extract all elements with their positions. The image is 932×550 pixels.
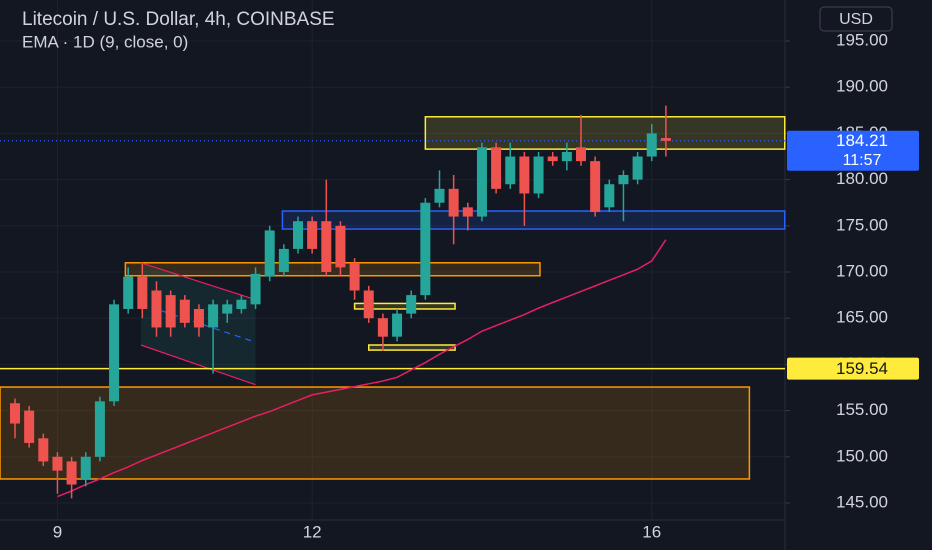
candle-body: [24, 410, 35, 443]
candle-body: [604, 184, 615, 208]
y-tick-label: 165.00: [836, 308, 888, 327]
candle-body: [52, 456, 63, 471]
candle-body: [307, 221, 318, 249]
ema-line: [57, 239, 667, 498]
candle-body: [491, 147, 502, 189]
candle-body: [462, 207, 473, 217]
candle-body: [66, 461, 77, 485]
candle-body: [123, 276, 134, 309]
candle-body: [137, 276, 148, 309]
candle-body: [151, 290, 162, 328]
candle-body: [165, 295, 176, 328]
candle-body: [448, 188, 459, 217]
candle-body: [208, 304, 219, 328]
zone: [281, 210, 786, 230]
zone: [124, 262, 541, 277]
candle-body: [561, 151, 572, 162]
candle-body: [109, 304, 120, 402]
candle-body: [406, 295, 417, 314]
candle-body: [519, 156, 530, 194]
candle-body: [547, 156, 558, 162]
candle-body: [10, 403, 20, 424]
x-tick-label: 9: [53, 522, 62, 541]
y-tick-label: 145.00: [836, 492, 888, 511]
last-price-box: [787, 130, 919, 171]
candle-body: [293, 221, 303, 249]
candle-body: [576, 147, 586, 162]
x-tick-label: 16: [642, 522, 661, 541]
candle-body: [505, 156, 516, 185]
candle-body: [632, 156, 643, 180]
candle-body: [38, 438, 49, 462]
candle-body: [250, 273, 261, 305]
zone: [424, 116, 786, 150]
candle-body: [392, 313, 403, 337]
candle-body: [321, 221, 332, 273]
chart-title: Litecoin / U.S. Dollar, 4h, COINBASE: [22, 9, 335, 30]
zone: [368, 344, 456, 351]
candle-body: [660, 138, 671, 141]
y-tick-label: 170.00: [836, 261, 888, 280]
currency[interactable]: USD: [839, 11, 873, 28]
candle-body: [420, 202, 431, 296]
channel-upper: [140, 262, 256, 301]
y-tick-label: 150.00: [836, 446, 888, 465]
candle-body: [349, 262, 360, 291]
candle-body: [377, 318, 388, 337]
zone: [0, 386, 751, 480]
y-tick-label: 195.00: [836, 31, 888, 50]
zone: [353, 302, 456, 310]
y-tick-label: 155.00: [836, 400, 888, 419]
candle-body: [278, 248, 289, 273]
candle-body: [236, 299, 247, 309]
channel-lower: [140, 344, 256, 386]
last-price-label: 184.21: [836, 131, 888, 150]
level-label: 159.54: [836, 359, 888, 378]
candle-body: [335, 225, 346, 268]
candle-body: [646, 133, 657, 157]
candle-body: [179, 299, 190, 323]
candle-body: [80, 456, 91, 480]
level-label-box: [787, 357, 919, 380]
candle-body: [222, 304, 233, 314]
candle-body: [193, 308, 204, 328]
candle-body: [434, 188, 445, 203]
y-tick-label: 190.00: [836, 77, 888, 96]
candle-body: [363, 290, 374, 319]
currency-box: [819, 6, 893, 32]
candle-body: [618, 174, 629, 185]
candle-body: [94, 401, 105, 457]
candle-body: [533, 156, 544, 194]
y-tick-label: 180.00: [836, 169, 888, 188]
countdown-label: 11:57: [843, 152, 882, 169]
candle-body: [476, 147, 487, 217]
indicator-label: EMA · 1D (9, close, 0): [22, 32, 188, 51]
x-tick-label: 12: [303, 522, 322, 541]
y-tick-label: 175.00: [836, 215, 888, 234]
candle-body: [590, 161, 601, 212]
candle-body: [264, 230, 275, 277]
